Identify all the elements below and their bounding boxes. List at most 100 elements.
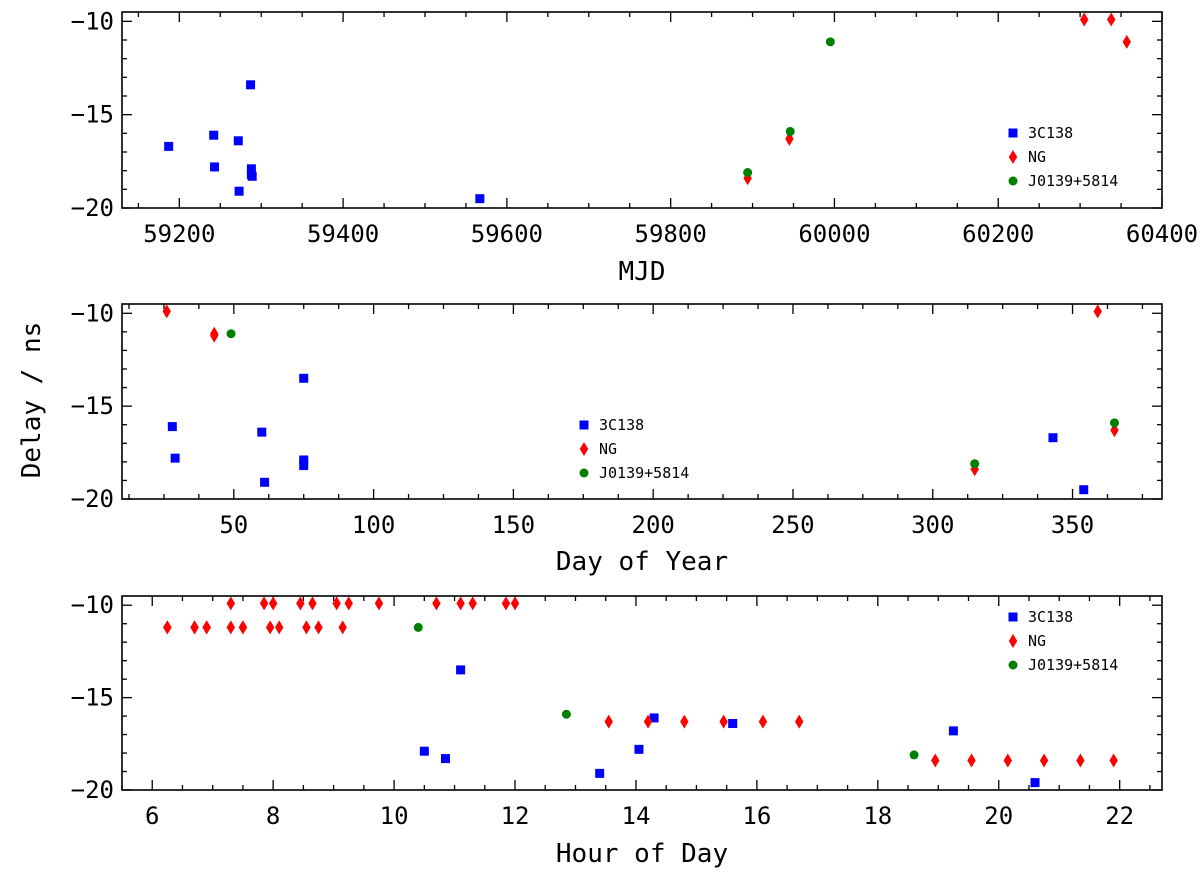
data-point	[302, 620, 311, 635]
x-tick-label: 60200	[962, 220, 1034, 248]
panel-1: 59200 59400 59600 59800 60000 60200 60400 −10 −1…	[71, 7, 1198, 287]
legend-marker	[579, 420, 589, 430]
y-tick-label: −15	[71, 101, 114, 129]
x-tick-label: 20	[984, 802, 1013, 830]
legend-marker	[579, 442, 589, 456]
legend-label: 3C138	[1028, 124, 1073, 142]
x-tick-label: 8	[266, 802, 280, 830]
legend-label: J0139+5814	[1028, 656, 1118, 674]
legend-marker	[579, 468, 589, 478]
y-tick-label: −20	[71, 776, 114, 804]
x-tick-label: 16	[742, 802, 771, 830]
data-point	[164, 141, 174, 151]
x-tick-label: 10	[380, 802, 409, 830]
y-tick-label: −20	[71, 485, 114, 513]
x-tick-label: 59600	[471, 220, 543, 248]
x-tick-label: 6	[145, 802, 159, 830]
panel-2: 50 100 150 200 250 300 350 −10 −15 −20 Day of Year…	[71, 299, 1163, 577]
data-point	[604, 714, 613, 729]
data-point	[170, 453, 180, 463]
data-point	[785, 131, 794, 146]
legend: 3C138 NG J0139+5814	[1008, 124, 1118, 190]
series-NG	[743, 12, 1131, 186]
data-point	[338, 620, 347, 635]
data-point	[501, 596, 511, 611]
data-point	[970, 462, 979, 477]
x-tick-label: 60400	[1126, 220, 1198, 248]
y-tick-label: −10	[71, 591, 114, 619]
data-point	[344, 596, 353, 611]
legend-label: J0139+5814	[1028, 172, 1118, 190]
data-point	[456, 665, 466, 675]
x-axis-label: Hour of Day	[556, 839, 728, 869]
x-tick-label: 12	[501, 802, 530, 830]
x-tick-label: 100	[352, 511, 395, 539]
y-tick-label: −10	[71, 299, 114, 327]
data-point	[948, 726, 958, 736]
data-point	[419, 746, 429, 756]
y-tick-label: −10	[71, 7, 114, 35]
x-axis-label: MJD	[619, 257, 666, 287]
data-point	[210, 162, 220, 172]
x-tick-label: 59400	[307, 220, 379, 248]
plot-frame	[121, 11, 1163, 209]
data-point	[1076, 753, 1085, 768]
data-point	[1079, 485, 1089, 495]
x-tick-label: 18	[863, 802, 892, 830]
data-point	[226, 596, 236, 611]
series-J0139+5814	[226, 329, 1119, 469]
data-point	[260, 477, 270, 487]
legend: 3C138 NG J0139+5814	[579, 416, 689, 482]
x-tick-label: 22	[1105, 802, 1134, 830]
data-point	[1080, 12, 1089, 27]
series-NG	[162, 304, 1119, 477]
data-point	[432, 596, 441, 611]
data-point	[510, 596, 520, 611]
x-axis-label: Day of Year	[556, 547, 728, 577]
data-point	[680, 714, 689, 729]
data-point	[970, 459, 980, 469]
data-point	[795, 714, 804, 729]
panels: 59200 59400 59600 59800 60000 60200 60400 −10 −1…	[71, 7, 1198, 869]
data-point	[909, 750, 919, 760]
x-tick-label: 300	[911, 511, 954, 539]
y-tick-label: −15	[71, 684, 114, 712]
x-tick-label: 350	[1051, 511, 1094, 539]
data-point	[561, 709, 571, 719]
data-point	[238, 620, 248, 635]
data-point	[413, 622, 423, 632]
data-point	[1039, 753, 1049, 768]
series-3C138	[419, 665, 1040, 788]
data-point	[226, 620, 236, 635]
data-point	[825, 37, 835, 47]
x-tick-label: 59200	[143, 220, 215, 248]
data-point	[743, 168, 753, 178]
plot-frame	[121, 303, 1163, 500]
data-point	[758, 714, 768, 729]
x-tick-label: 50	[219, 511, 248, 539]
x-tick-label: 60000	[798, 220, 870, 248]
data-point	[374, 596, 384, 611]
data-point	[246, 80, 256, 90]
y-tick-label: −15	[71, 392, 114, 420]
data-point	[226, 329, 236, 339]
data-point	[257, 427, 267, 437]
shared-y-axis-label: Delay / ns	[17, 322, 47, 479]
legend-label: NG	[1028, 632, 1046, 650]
data-point	[1048, 433, 1058, 443]
x-tick-label: 59800	[635, 220, 707, 248]
data-point	[1030, 778, 1040, 788]
data-point	[167, 422, 177, 432]
data-point	[247, 171, 257, 181]
data-point	[931, 753, 940, 768]
data-point	[275, 620, 284, 635]
legend-label: J0139+5814	[599, 464, 689, 482]
legend-marker	[1008, 150, 1018, 164]
data-point	[440, 754, 450, 764]
panel-3: 6 8 10 12 14 16 18 20 22 −10 −15 −20 Hour of Day 3C13…	[71, 591, 1163, 869]
x-tick-label: 14	[622, 802, 651, 830]
legend: 3C138 NG J0139+5814	[1008, 608, 1118, 674]
data-point	[308, 596, 317, 611]
legend-marker	[1008, 128, 1018, 138]
